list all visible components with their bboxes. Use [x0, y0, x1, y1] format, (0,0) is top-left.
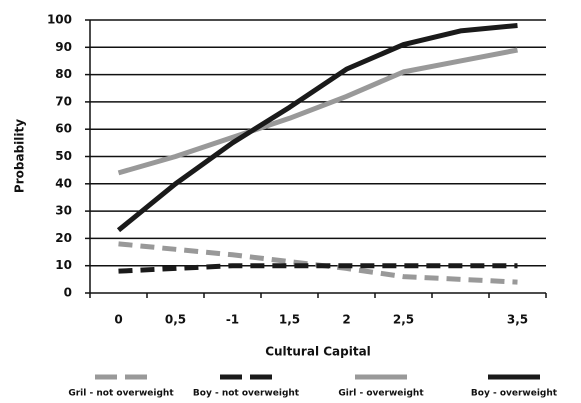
x-tick-label: 3,5 — [507, 313, 528, 327]
x-axis-label: Cultural Capital — [265, 345, 371, 359]
y-tick-label: 60 — [55, 122, 72, 136]
x-tick-label: 2,5 — [393, 313, 414, 327]
series-line — [116, 22, 518, 233]
y-tick-label: 90 — [55, 40, 72, 54]
x-tick-label: 0 — [114, 313, 122, 327]
y-tick-label: 80 — [55, 67, 72, 81]
x-tick-label: 1,5 — [279, 313, 300, 327]
y-tick-label: 70 — [55, 94, 72, 108]
legend-label: Gril - not overweight — [68, 389, 174, 399]
y-tick-label: 50 — [55, 149, 72, 163]
y-tick-label: 40 — [55, 176, 72, 190]
y-tick-label: 0 — [64, 286, 72, 300]
y-tick-label: 100 — [47, 13, 72, 27]
x-tick-label: 0,5 — [165, 313, 186, 327]
y-tick-label: 10 — [55, 258, 72, 272]
legend-label: Boy - overweight — [471, 389, 558, 399]
series-line — [117, 47, 518, 176]
x-tick-label: 2 — [342, 313, 350, 327]
legend-label: Boy - not overweight — [193, 389, 300, 399]
legend-label: Girl - overweight — [338, 389, 424, 399]
series-line — [118, 263, 518, 274]
y-axis-label: Probability — [13, 119, 27, 193]
y-tick-label: 20 — [55, 231, 72, 245]
x-tick-label: -1 — [226, 313, 239, 327]
series-line — [118, 241, 518, 285]
y-tick-label: 30 — [55, 204, 72, 218]
